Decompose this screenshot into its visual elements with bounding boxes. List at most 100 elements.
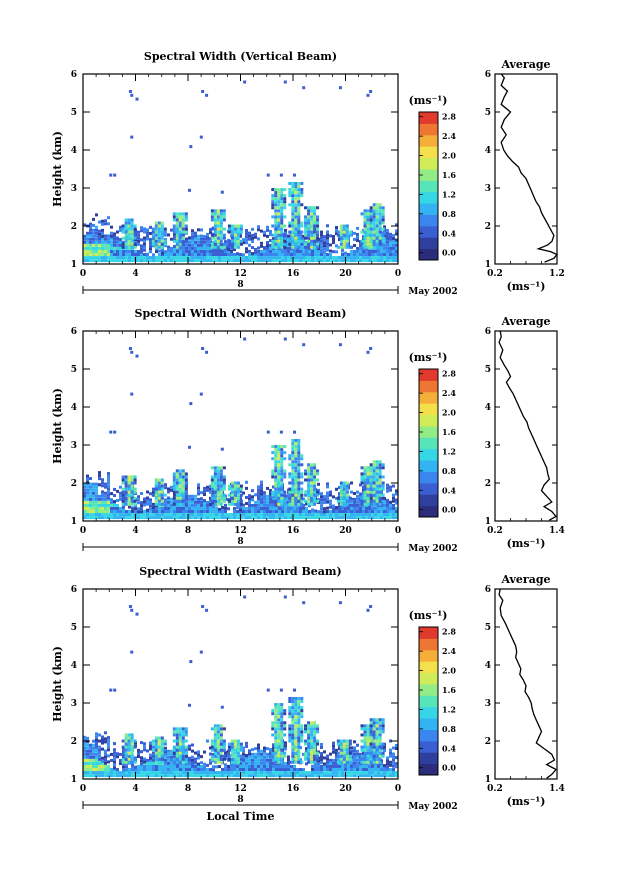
heatmap-cell — [154, 754, 158, 758]
heatmap-cell — [304, 490, 308, 494]
heatmap-cell — [356, 256, 359, 260]
heatmap-cell — [236, 242, 240, 246]
heatmap-cell — [110, 752, 113, 756]
heatmap-cell — [110, 256, 113, 260]
heatmap-cell — [291, 442, 295, 445]
heatmap-cell — [332, 238, 335, 242]
heatmap-cell — [95, 482, 98, 486]
heatmap-cell — [366, 724, 370, 728]
heatmap-cell — [83, 764, 86, 768]
heatmap-cell — [280, 463, 284, 467]
heatmap-cell — [167, 771, 170, 775]
heatmap-cell — [251, 252, 254, 256]
heatmap-cell — [302, 253, 305, 257]
heatmap-cell — [366, 242, 370, 246]
heatmap-cell — [363, 745, 367, 749]
heatmap-cell — [345, 490, 349, 494]
heatmap-cell — [316, 478, 320, 482]
heatmap-cell — [155, 764, 158, 768]
heatmap-cell — [341, 506, 344, 510]
heatmap-cell — [350, 768, 353, 772]
heatmap-cell — [372, 754, 376, 758]
heatmap-cell — [274, 754, 278, 758]
heatmap-cell — [164, 752, 167, 756]
heatmap-cell — [335, 256, 338, 260]
heatmap-cell — [269, 752, 272, 756]
heatmap-cell — [287, 768, 290, 772]
heatmap-cell — [158, 249, 161, 253]
heatmap-cell — [335, 229, 338, 233]
heatmap-cell — [178, 481, 182, 485]
heatmap-cell — [348, 245, 352, 249]
heatmap-cell — [283, 245, 287, 249]
heatmap-cell — [89, 249, 92, 253]
heatmap-cell — [293, 516, 296, 520]
heatmap-cell — [215, 506, 218, 510]
heatmap-cell — [157, 484, 161, 488]
heatmap-cell — [291, 463, 295, 467]
heatmap-cell — [210, 496, 214, 500]
heatmap-cell — [95, 231, 98, 235]
colorbar-segment — [419, 191, 438, 204]
heatmap-cell — [372, 736, 376, 740]
heatmap-cell — [395, 240, 398, 244]
heatmap-cell — [356, 226, 359, 230]
heatmap-cell — [122, 256, 125, 260]
heatmap-cell — [313, 209, 317, 213]
heatmap-cell — [372, 227, 376, 231]
heatmap-cell — [369, 472, 373, 476]
heatmap-cell — [300, 709, 304, 713]
heatmap-cell — [149, 761, 152, 765]
heatmap-cell — [128, 505, 131, 509]
heatmap-cell — [137, 236, 140, 240]
heatmap-cell — [294, 496, 298, 500]
heatmap-cell — [160, 742, 164, 746]
heatmap-cell — [233, 757, 237, 761]
heatmap-cell — [227, 507, 230, 511]
heatmap-cell — [271, 451, 275, 455]
heatmap-cell — [164, 771, 167, 775]
heatmap-cell — [294, 191, 298, 195]
heatmap-cell — [227, 764, 230, 768]
heatmap-cell — [280, 200, 284, 204]
average-x-tick-label: 1.2 — [549, 269, 565, 279]
heatmap-cell — [197, 228, 200, 232]
heatmap-cell — [152, 751, 155, 755]
heatmap-cell — [320, 236, 323, 240]
heatmap-cell — [383, 503, 386, 507]
heatmap-cell — [395, 256, 398, 260]
y-axis-label: Height (km) — [51, 388, 64, 464]
heatmap-cell — [160, 221, 164, 225]
heatmap-cell — [329, 761, 332, 765]
heatmap-cell — [203, 259, 206, 263]
heatmap-cell — [314, 513, 317, 517]
heatmap-cell — [277, 490, 281, 494]
heatmap-cell — [336, 233, 340, 237]
heatmap-cell — [254, 768, 257, 772]
heatmap-cell — [274, 724, 278, 728]
heatmap-cell — [313, 739, 317, 743]
heatmap-cell — [266, 503, 269, 507]
heatmap-cell — [128, 516, 131, 520]
heatmap-cell — [280, 751, 284, 755]
heatmap-cell — [302, 259, 305, 263]
heatmap-cell — [381, 718, 385, 722]
heatmap-cell — [317, 771, 320, 775]
heatmap-cell — [233, 764, 236, 768]
heatmap-cell — [368, 510, 371, 514]
heatmap-cell — [291, 727, 295, 731]
heatmap-cell — [245, 232, 248, 236]
heatmap-cell — [245, 238, 248, 242]
heatmap-cell — [212, 753, 215, 757]
heatmap-cell — [143, 748, 146, 752]
heatmap-cell — [233, 754, 237, 758]
heatmap-cell — [280, 754, 284, 758]
heatmap-cell — [86, 764, 89, 768]
heatmap-cell — [122, 253, 125, 257]
heatmap-cell — [350, 746, 353, 750]
heatmap-cell — [287, 764, 290, 768]
heatmap-cell — [287, 506, 290, 510]
heatmap-cell — [366, 224, 370, 228]
heatmap-cell — [310, 760, 314, 764]
heatmap-cell — [175, 751, 179, 755]
